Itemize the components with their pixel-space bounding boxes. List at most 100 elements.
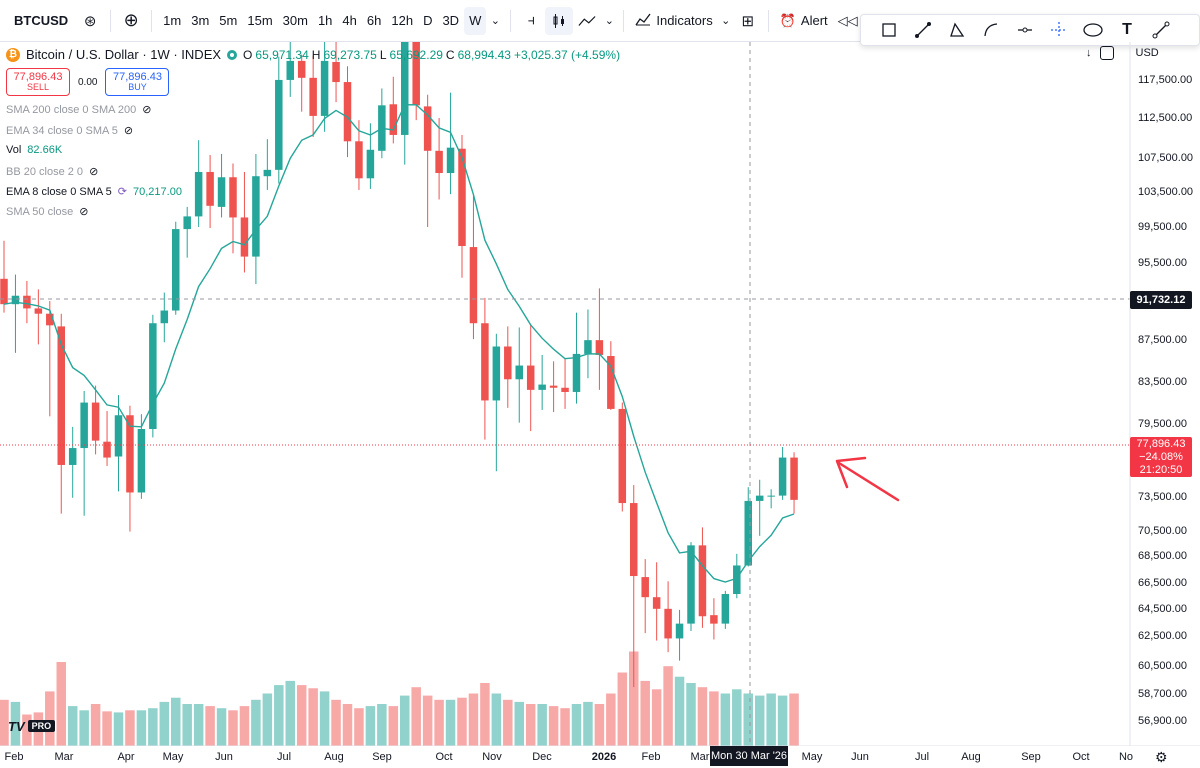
candle	[526, 324, 535, 432]
bitcoin-icon: ₿	[6, 47, 20, 62]
volume-bar	[594, 704, 605, 746]
candles-style-icon[interactable]	[545, 6, 574, 35]
candle-body	[526, 365, 535, 390]
alert-button[interactable]: ⏰ Alert	[775, 7, 833, 35]
symbol-name: BTCUSD	[14, 13, 69, 28]
interval-6h[interactable]: 6h	[366, 13, 382, 28]
indicators-button[interactable]: Indicators	[630, 7, 717, 35]
currency-lock-icon[interactable]	[1099, 46, 1114, 60]
volume-bar	[537, 704, 547, 746]
rewind-icon: ◁◁	[837, 12, 858, 28]
interval-15m[interactable]: 15m	[247, 13, 273, 28]
volume-bar	[525, 704, 536, 746]
indicators-chevron-icon[interactable]: ⌄	[721, 15, 731, 27]
indicator-ema8[interactable]: EMA 8 close 0 SMA 5 ⟳ 70,217.00	[6, 185, 182, 199]
interval-3m[interactable]: 3m	[191, 13, 210, 28]
crosshair-tool-icon[interactable]	[1045, 16, 1073, 44]
volume-bar	[686, 683, 696, 746]
currency-selector[interactable]: USD	[1135, 47, 1159, 59]
text-tool-icon[interactable]: T	[1122, 21, 1132, 38]
trend-line-tool-icon[interactable]	[909, 16, 937, 44]
candle-body	[755, 495, 764, 501]
candle-body	[412, 42, 420, 106]
interval-5m[interactable]: 5m	[219, 13, 238, 28]
last-price-tag: 77,896.43 −24.08% 21:20:50	[1130, 437, 1192, 477]
chart-settings-gear-icon[interactable]: ⚙	[1155, 749, 1168, 765]
symbol-search[interactable]: BTCUSD	[6, 8, 76, 34]
bar-style-icon[interactable]: ⫞	[527, 12, 536, 29]
hidden-eye-icon[interactable]: ⊘	[142, 104, 152, 116]
candle-body	[366, 149, 375, 179]
price-axis-label: 64,500.00	[1138, 603, 1187, 615]
indicator-sma50[interactable]: SMA 50 close ⊘	[6, 205, 89, 219]
time-axis-label: Dec	[532, 751, 552, 763]
candle-body	[446, 147, 455, 174]
interval-30m[interactable]: 30m	[282, 13, 308, 28]
volume-bar	[102, 711, 112, 746]
ellipse-tool-icon[interactable]	[1079, 16, 1107, 44]
volume-bar	[548, 706, 559, 746]
indicator-volume[interactable]: Vol 82.66K	[6, 144, 63, 156]
high-value: 69,273.75	[323, 47, 377, 62]
rectangle-tool-icon[interactable]	[875, 16, 903, 44]
triangle-tool-icon[interactable]	[943, 16, 971, 44]
horizontal-ray-tool-icon[interactable]	[1011, 16, 1039, 44]
candle	[320, 42, 329, 132]
volume-bar	[560, 708, 570, 746]
line-style-icon[interactable]	[573, 7, 601, 35]
curve-tool-icon[interactable]	[977, 16, 1005, 44]
interval-dropdown-chevron-icon[interactable]: ⌄	[490, 15, 500, 27]
volume-bar	[617, 672, 628, 746]
candle-body	[275, 79, 283, 170]
volume-bar	[514, 701, 524, 746]
hidden-eye-icon[interactable]: ⊘	[79, 206, 89, 218]
candle-body	[652, 597, 661, 609]
price-chart[interactable]	[0, 42, 1200, 746]
time-axis-label: Oct	[435, 751, 453, 763]
candle	[561, 358, 569, 409]
interval-4h[interactable]: 4h	[342, 13, 357, 28]
buy-button[interactable]: 77,896.43 BUY	[105, 68, 170, 96]
volume-bar	[468, 693, 479, 746]
interval-w[interactable]: W	[464, 6, 487, 35]
interval-1m[interactable]: 1m	[163, 13, 182, 28]
symbol-description[interactable]: Bitcoin / U.S. Dollar · 1W · INDEX	[26, 47, 222, 62]
price-axis-label: 70,500.00	[1138, 525, 1187, 537]
time-axis-label: No	[1118, 751, 1134, 763]
candle-body	[561, 387, 569, 392]
volume-bar	[228, 710, 238, 746]
candle	[481, 297, 489, 440]
line-tool-icon[interactable]	[1147, 16, 1175, 44]
interval-1h[interactable]: 1h	[317, 13, 333, 28]
sell-button[interactable]: 77,896.43 SELL	[6, 68, 70, 96]
candle	[46, 301, 54, 417]
volume-bar	[171, 697, 181, 746]
indicators-icon	[635, 12, 651, 29]
volume-bar	[789, 693, 799, 746]
interval-d[interactable]: D	[423, 13, 433, 28]
hidden-eye-icon[interactable]: ⊘	[89, 166, 99, 178]
hidden-eye-icon[interactable]: ⊘	[123, 125, 134, 137]
indicator-sma200[interactable]: SMA 200 close 0 SMA 200 ⊘	[6, 103, 152, 117]
candle-body	[355, 141, 363, 179]
candle-body	[607, 356, 615, 409]
volume-value: 82.66K	[27, 144, 63, 156]
candle	[57, 313, 65, 514]
watchlist-icon[interactable]: ⊛	[83, 12, 97, 30]
candle-body	[515, 365, 523, 380]
layout-grid-icon[interactable]: ⊞	[741, 12, 755, 30]
candle-body	[286, 60, 294, 80]
volume-bar	[400, 695, 410, 746]
scroll-down-icon[interactable]: ↓	[1086, 47, 1092, 59]
chart-type-chevron-icon[interactable]: ⌄	[604, 15, 614, 27]
interval-3d[interactable]: 3D	[442, 13, 460, 28]
candle-body	[217, 177, 226, 207]
indicator-ema34[interactable]: EMA 34 close 0 SMA 5 ⊘	[6, 124, 134, 138]
volume-bar	[606, 693, 616, 746]
volume-bar	[503, 699, 513, 746]
compare-add-icon[interactable]: ⊕	[123, 10, 139, 30]
indicator-bb20[interactable]: BB 20 close 2 0 ⊘	[6, 165, 99, 179]
volume-bar	[148, 708, 158, 746]
interval-12h[interactable]: 12h	[391, 13, 414, 28]
change-value: +3,025.37 (+4.59%)	[513, 47, 621, 62]
